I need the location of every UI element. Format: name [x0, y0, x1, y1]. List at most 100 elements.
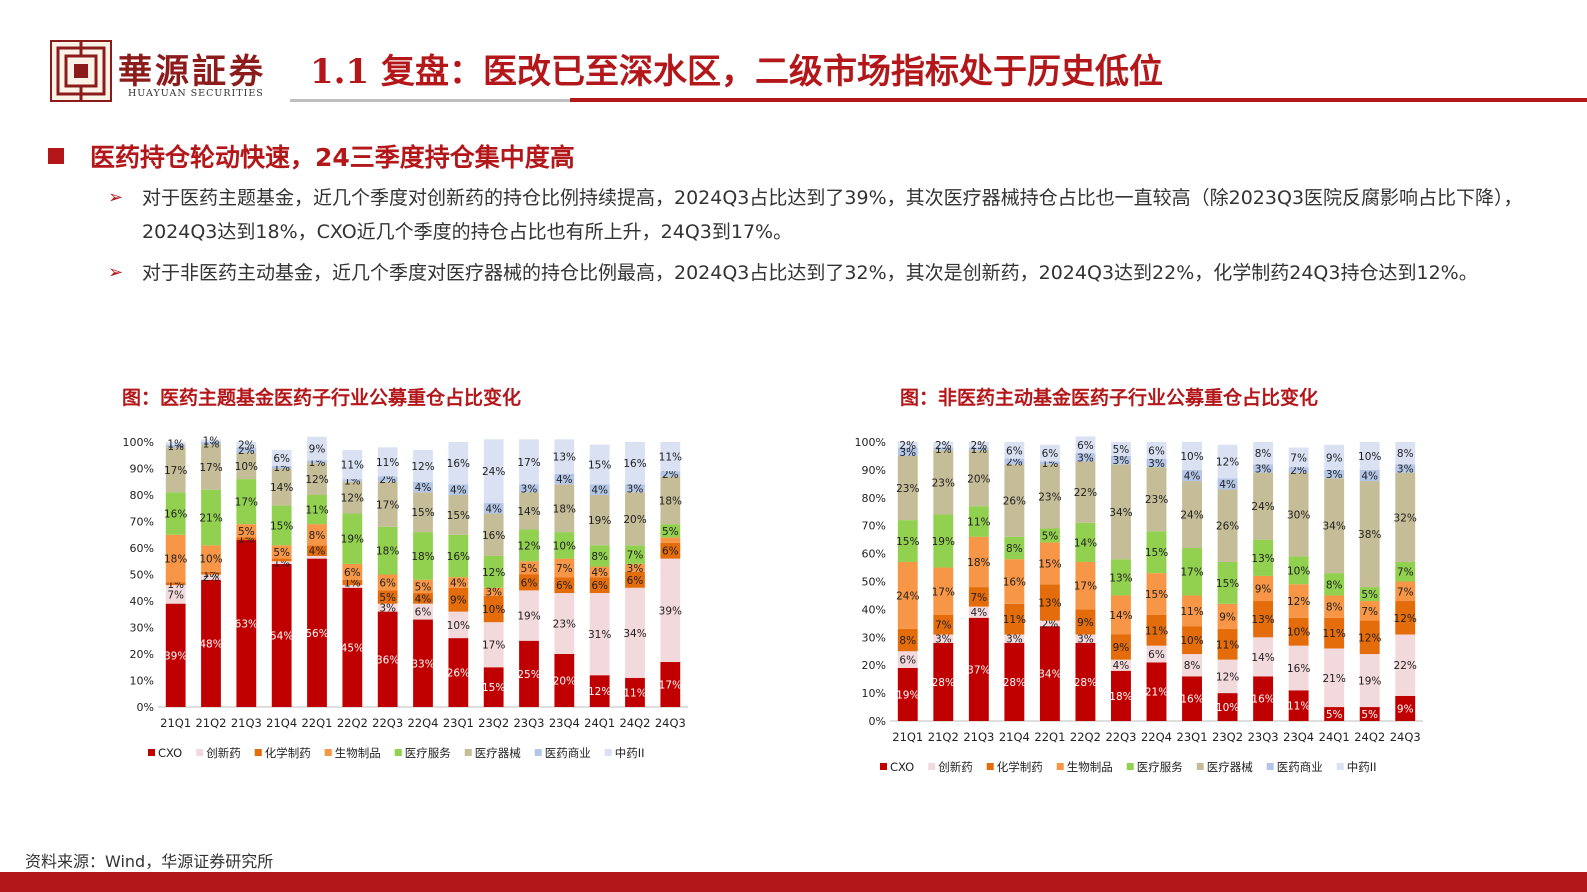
data-label: 17% [932, 586, 955, 598]
bar-segment [660, 442, 681, 472]
data-label: 3% [1113, 455, 1130, 467]
data-label: 37% [967, 664, 990, 676]
bar-segment [165, 447, 186, 493]
x-tick-label: 23Q2 [1212, 730, 1243, 744]
bar-segment [933, 450, 954, 515]
x-tick-label: 23Q1 [443, 716, 474, 730]
data-label: 8% [1255, 448, 1272, 460]
data-label: 12% [411, 461, 434, 473]
data-label: 8% [591, 551, 608, 563]
bar-segment [448, 577, 469, 588]
bar-segment [933, 447, 954, 451]
logo-subtext: HUAYUAN SECURITIES [128, 88, 264, 99]
bar-segment [271, 449, 292, 466]
data-label: 4% [415, 593, 432, 605]
data-label: 34% [1038, 669, 1061, 681]
bar-segment [342, 563, 363, 580]
bar-segment [933, 642, 954, 721]
bar-segment [271, 558, 292, 562]
y-tick-label: 50% [130, 569, 154, 582]
data-label: 17% [659, 679, 682, 691]
data-label: 18% [1109, 691, 1132, 703]
chart-non-pharma-funds: 0% 10% 20% 30% 40% 50% 60% 70% 80% 90% 100% 19% 6% 8%… [855, 436, 1423, 774]
bar-segment [625, 484, 645, 493]
bar-segment [307, 524, 327, 546]
bar-segment [1288, 467, 1309, 473]
y-tick-label: 100% [855, 436, 886, 449]
bar-segment [165, 603, 186, 707]
x-tick-label: 24Q2 [619, 716, 650, 730]
bar-segment [201, 571, 221, 575]
data-label: 21% [1322, 673, 1345, 685]
bar-segment [589, 495, 610, 546]
data-label: 34% [623, 628, 646, 640]
y-tick-label: 40% [130, 595, 154, 608]
data-label: 3% [521, 483, 538, 495]
data-label: 4% [450, 485, 467, 497]
y-tick-label: 40% [862, 603, 886, 616]
bar-segment [1395, 464, 1416, 473]
legend-label: 医药商业 [1277, 760, 1323, 774]
bar-segment [1146, 467, 1167, 532]
bar-segment [1395, 472, 1416, 562]
x-tick-label: 21Q4 [266, 716, 297, 730]
data-label: 34% [1109, 507, 1132, 519]
bar-segment [897, 447, 918, 456]
bar-segment [1182, 442, 1202, 470]
data-label: 11% [341, 460, 364, 472]
bar-segment [519, 484, 539, 493]
data-label: 23% [896, 483, 919, 495]
legend-swatch [1266, 763, 1274, 770]
data-label: 11% [1216, 639, 1239, 651]
bar-segment [897, 651, 918, 668]
bullet-text: 对于非医药主动基金，近几个季度对医疗器械的持仓比例最高，2024Q3占比达到了3… [142, 262, 1478, 284]
data-label: 17% [1074, 581, 1097, 593]
legend-label: 生物制品 [1067, 760, 1113, 774]
bar-segment [307, 495, 327, 525]
x-tick-label: 21Q3 [963, 730, 994, 744]
x-tick-label: 21Q3 [231, 716, 262, 730]
legend-swatch [986, 763, 994, 770]
bar-segment [1004, 458, 1025, 465]
y-tick-label: 30% [862, 631, 886, 644]
data-label: 16% [1251, 694, 1274, 706]
bar-segment [1146, 573, 1167, 615]
y-tick-label: 0% [869, 715, 886, 728]
x-tick-label: 21Q4 [999, 730, 1030, 744]
bar-segment [1395, 561, 1416, 582]
bar-segment [271, 545, 292, 559]
data-label: 6% [627, 575, 644, 587]
bar-segment [236, 540, 257, 707]
data-label: 10% [447, 620, 470, 632]
data-label: 5% [521, 563, 538, 575]
data-label: 12% [482, 567, 505, 579]
data-label: 5% [415, 581, 432, 593]
data-label: 17% [235, 497, 258, 509]
data-label: 17% [199, 462, 222, 474]
data-label: 16% [447, 458, 470, 470]
bar-segment [625, 545, 645, 564]
bar-segment [483, 439, 504, 503]
data-label: 7% [1397, 586, 1414, 598]
data-label: 11% [1003, 614, 1026, 626]
bar-segment [377, 481, 398, 527]
legend-label: 中药II [1347, 760, 1377, 774]
data-label: 6% [379, 577, 396, 589]
bar-segment [933, 567, 954, 615]
data-label: 26% [447, 668, 470, 680]
legend-label: 创新药 [938, 760, 973, 774]
data-label: 16% [164, 509, 187, 521]
bar-segment [342, 587, 363, 707]
legend-swatch [1056, 763, 1064, 770]
bar-segment [1359, 442, 1380, 470]
bar-segment [968, 450, 989, 507]
x-tick-label: 21Q2 [195, 716, 226, 730]
data-label: 10% [1287, 627, 1310, 639]
data-label: 18% [411, 551, 434, 563]
bar-segment [968, 536, 989, 588]
data-label: 34% [1322, 521, 1345, 533]
data-label: 9% [1219, 611, 1236, 623]
data-label: 4% [591, 485, 608, 497]
legend-swatch [324, 749, 332, 756]
bar-segment [1359, 601, 1380, 621]
